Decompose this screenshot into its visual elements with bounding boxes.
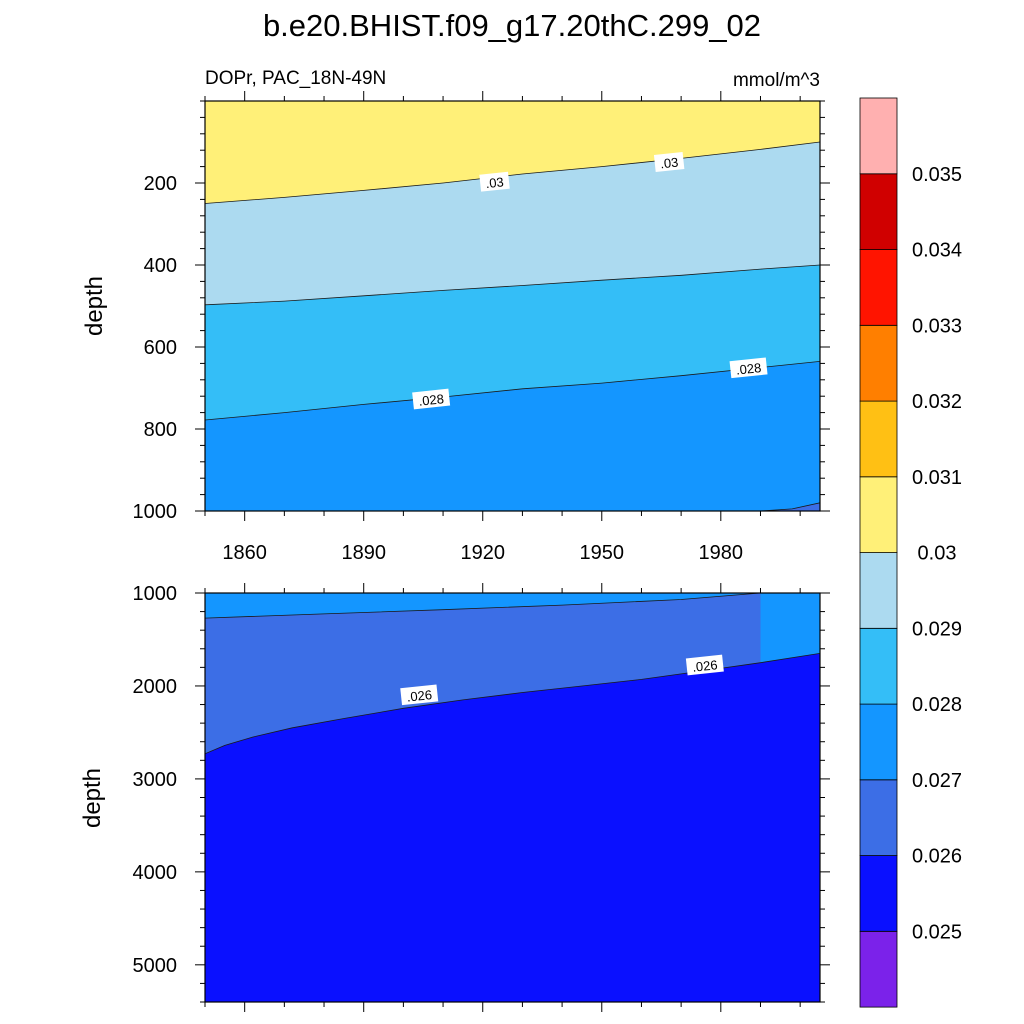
- upper-x-tick-label: 1890: [341, 542, 386, 564]
- lower-contour-label: .026: [406, 687, 433, 705]
- upper-x-tick-label: 1980: [699, 542, 744, 564]
- upper-contour-label: .028: [418, 391, 445, 409]
- colorbar-label: 0.032: [912, 391, 962, 413]
- colorbar-swatch: [859, 779, 898, 856]
- upper-y-axis-label: depth: [81, 276, 108, 336]
- colorbar-label: 0.028: [912, 694, 962, 716]
- colorbar-label: 0.031: [912, 467, 962, 489]
- lower-y-tick-label: 4000: [133, 862, 178, 884]
- colorbar-label: 0.035: [912, 164, 962, 186]
- upper-y-tick-label: 200: [144, 173, 177, 195]
- colorbar-swatch: [859, 703, 898, 781]
- lower-y-tick-label: 3000: [133, 769, 178, 791]
- upper-contour-line-3: [760, 502, 820, 511]
- subtitle-left: DOPr, PAC_18N-49N: [205, 68, 386, 89]
- colorbar-label: 0.029: [912, 618, 962, 640]
- lower-band-1: [205, 653, 820, 1002]
- lower-contour-label-box: [400, 684, 439, 706]
- lower-y-tick-label: 2000: [133, 676, 178, 698]
- colorbar-label: 0.034: [912, 240, 962, 262]
- upper-contour-label: .028: [735, 360, 762, 378]
- upper-contour-line-1: [205, 264, 820, 306]
- upper-x-tick-label: 1860: [222, 542, 267, 564]
- lower-y-tick-label: 5000: [133, 955, 178, 977]
- chart-title: b.e20.BHIST.f09_g17.20thC.299_02: [263, 8, 761, 43]
- colorbar-label: 0.026: [912, 846, 962, 868]
- colorbar-swatch: [859, 97, 898, 175]
- upper-band-2: [205, 361, 820, 511]
- lower-panel: .026 .026 1000 2000 3000 4000 5000: [133, 583, 830, 1012]
- upper-x-tick-label: 1950: [580, 542, 625, 564]
- colorbar-swatch: [859, 476, 898, 553]
- upper-y-tick-label: 1000: [133, 501, 178, 523]
- lower-contour-label-box: [685, 654, 724, 676]
- upper-plot-frame: [204, 100, 821, 512]
- colorbar-label: 0.027: [912, 770, 962, 792]
- upper-contour-label-box: [479, 171, 510, 192]
- colorbar-swatch: [859, 855, 898, 932]
- lower-contour-fills: .026 .026: [205, 593, 820, 1002]
- colorbar-swatch: [859, 324, 898, 402]
- colorbar-label: 0.03: [918, 543, 957, 565]
- upper-band-3: [760, 502, 820, 511]
- colorbar-label: 0.033: [912, 315, 962, 337]
- upper-panel: .03 .03 .028 .028 1860 1890 1920 1950 1980 200 400…: [133, 91, 830, 564]
- lower-contour-line-0: [205, 593, 761, 619]
- upper-contour-fills: .03 .03 .028 .028: [205, 101, 820, 511]
- subtitle-units: mmol/m^3: [733, 70, 820, 91]
- colorbar-label: 0.025: [912, 921, 962, 943]
- lower-y-axis-label: depth: [79, 768, 106, 828]
- upper-contour-label-box: [412, 388, 451, 410]
- colorbar-swatch: [859, 249, 898, 326]
- colorbar-swatch: [859, 400, 898, 478]
- lower-y-tick-label: 1000: [133, 583, 178, 605]
- upper-y-tick-label: 600: [144, 337, 177, 359]
- upper-y-tick-label: 800: [144, 419, 177, 441]
- colorbar: 0.025 0.026 0.027 0.028 0.029 0.03 0.031 0.032 0…: [859, 97, 962, 1008]
- upper-contour-label-box: [729, 357, 768, 379]
- colorbar-swatch: [859, 173, 898, 251]
- upper-contour-label: .03: [485, 174, 505, 191]
- lower-contour-label: .026: [692, 657, 719, 675]
- colorbar-swatch: [859, 552, 898, 629]
- upper-y-tick-label: 400: [144, 255, 177, 277]
- upper-contour-label-box: [653, 152, 685, 172]
- upper-contour-line-0: [205, 141, 820, 204]
- colorbar-swatch: [859, 930, 898, 1008]
- upper-contour-label: .03: [659, 155, 679, 172]
- colorbar-swatch: [859, 627, 898, 705]
- upper-x-tick-label: 1920: [460, 542, 505, 564]
